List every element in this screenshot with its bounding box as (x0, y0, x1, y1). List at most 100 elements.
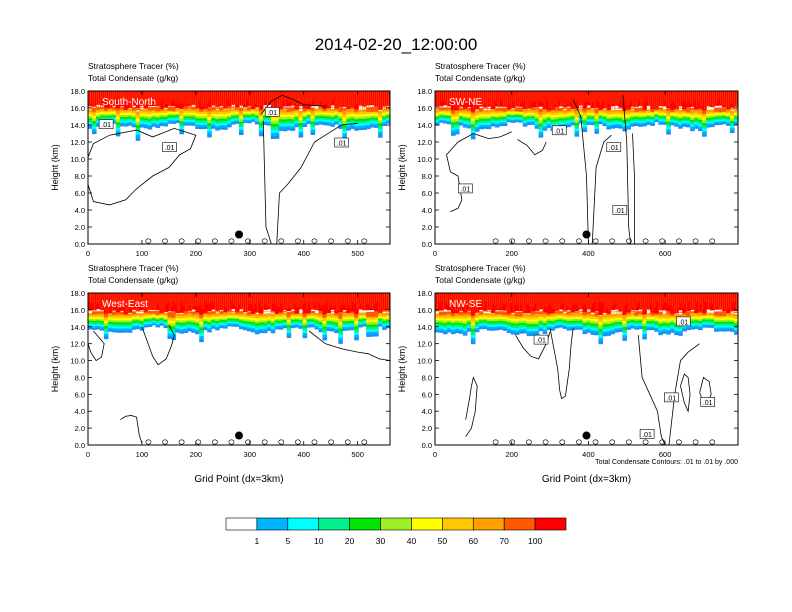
tracer-cell (334, 120, 339, 123)
tracer-cell (502, 116, 508, 119)
tracer-cell (91, 125, 97, 129)
tracer-cell (602, 113, 608, 116)
tracer-cell (175, 323, 180, 327)
tracer-cell (107, 325, 113, 328)
tracer-streak (211, 91, 213, 111)
tracer-streak (622, 293, 624, 313)
tracer-cell (466, 319, 472, 322)
tracer-cell (358, 125, 363, 128)
tracer-streak (722, 293, 724, 311)
tracer-cell (598, 328, 604, 332)
tracer-cell (450, 130, 456, 134)
tracer-cell (334, 322, 339, 325)
tracer-cell (215, 324, 220, 327)
tracer-streak (704, 293, 706, 302)
tracer-streak (690, 91, 692, 104)
tracer-cell (494, 318, 500, 322)
tracer-streak (718, 91, 720, 101)
tracer-cell (435, 116, 440, 119)
tracer-cell (155, 113, 161, 116)
tracer-cell (462, 109, 468, 113)
tracer-streak (109, 91, 111, 109)
tracer-cell (191, 319, 196, 323)
tracer-cell (534, 330, 540, 334)
tracer-cell (558, 109, 564, 113)
tracer-cell (310, 323, 316, 326)
tracer-cell (482, 122, 488, 125)
tracer-streak (596, 293, 598, 310)
tracer-cell (546, 111, 552, 115)
tracer-cell (522, 328, 528, 332)
tracer-cell (250, 327, 256, 331)
tracer-cell (346, 120, 351, 124)
tracer-cell (139, 317, 145, 320)
tracer-cell (119, 317, 125, 321)
tracer-cell (131, 122, 137, 126)
tracer-cell (502, 123, 508, 126)
tracer-cell (191, 330, 196, 333)
tracer-cell (310, 131, 316, 135)
tracer-cell (486, 326, 492, 329)
tracer-cell (666, 121, 671, 125)
y-axis-label: Height (km) (397, 346, 407, 393)
tracer-cell (322, 323, 328, 327)
tracer-cell (530, 328, 536, 332)
tracer-streak (468, 293, 470, 312)
tracer-cell (127, 114, 133, 117)
tracer-cell (274, 132, 280, 136)
tracer-streak (386, 91, 388, 112)
tracer-cell (714, 325, 719, 328)
tracer-cell (526, 110, 532, 114)
tracer-cell (151, 316, 157, 319)
tracer-cell (179, 115, 184, 119)
tracer-cell (554, 123, 560, 126)
tracer-cell (175, 114, 180, 117)
tracer-cell (570, 324, 576, 327)
tracer-streak (346, 91, 348, 107)
tracer-cell (231, 117, 236, 120)
x-tick-label: 0 (433, 450, 437, 459)
tracer-cell (578, 323, 584, 327)
ground-contour (344, 439, 351, 445)
tracer-streak (235, 91, 237, 111)
tracer-cell (278, 111, 284, 115)
tracer-cell (470, 328, 476, 332)
tracer-cell (266, 317, 272, 320)
tracer-cell (558, 317, 564, 320)
tracer-cell (111, 111, 117, 114)
tracer-cell (502, 121, 508, 125)
tracer-cell (570, 121, 576, 124)
tracer-cell (322, 113, 328, 117)
tracer-cell (254, 331, 260, 335)
tracer-streak (227, 91, 229, 100)
tracer-streak (101, 91, 103, 101)
tracer-cell (714, 121, 719, 124)
tracer-cell (682, 111, 687, 114)
tracer-cell (718, 319, 723, 322)
y-tick-label: 6.0 (75, 189, 85, 198)
tracer-cell (115, 113, 121, 117)
tracer-cell (686, 125, 691, 128)
tracer-cell (542, 316, 548, 319)
tracer-cell (131, 311, 137, 315)
tracer-streak (165, 293, 167, 305)
tracer-cell (518, 311, 524, 317)
tracer-cell (203, 111, 208, 115)
tracer-cell (211, 113, 216, 117)
tracer-cell (374, 117, 379, 120)
tracer-cell (546, 119, 552, 122)
tracer-cell (442, 108, 448, 111)
tracer-cell (694, 314, 699, 317)
tracer-cell (278, 128, 284, 131)
tracer-streak (91, 91, 93, 104)
tracer-streak (462, 293, 464, 308)
tracer-cell (626, 112, 631, 115)
tracer-streak (231, 293, 233, 302)
tracer-cell (231, 122, 236, 125)
tracer-cell (358, 315, 363, 318)
tracer-cell (290, 114, 296, 117)
tracer-cell (510, 116, 516, 119)
tracer-cell (179, 128, 184, 132)
tracer-cell (183, 106, 188, 110)
tracer-cell (99, 322, 105, 325)
